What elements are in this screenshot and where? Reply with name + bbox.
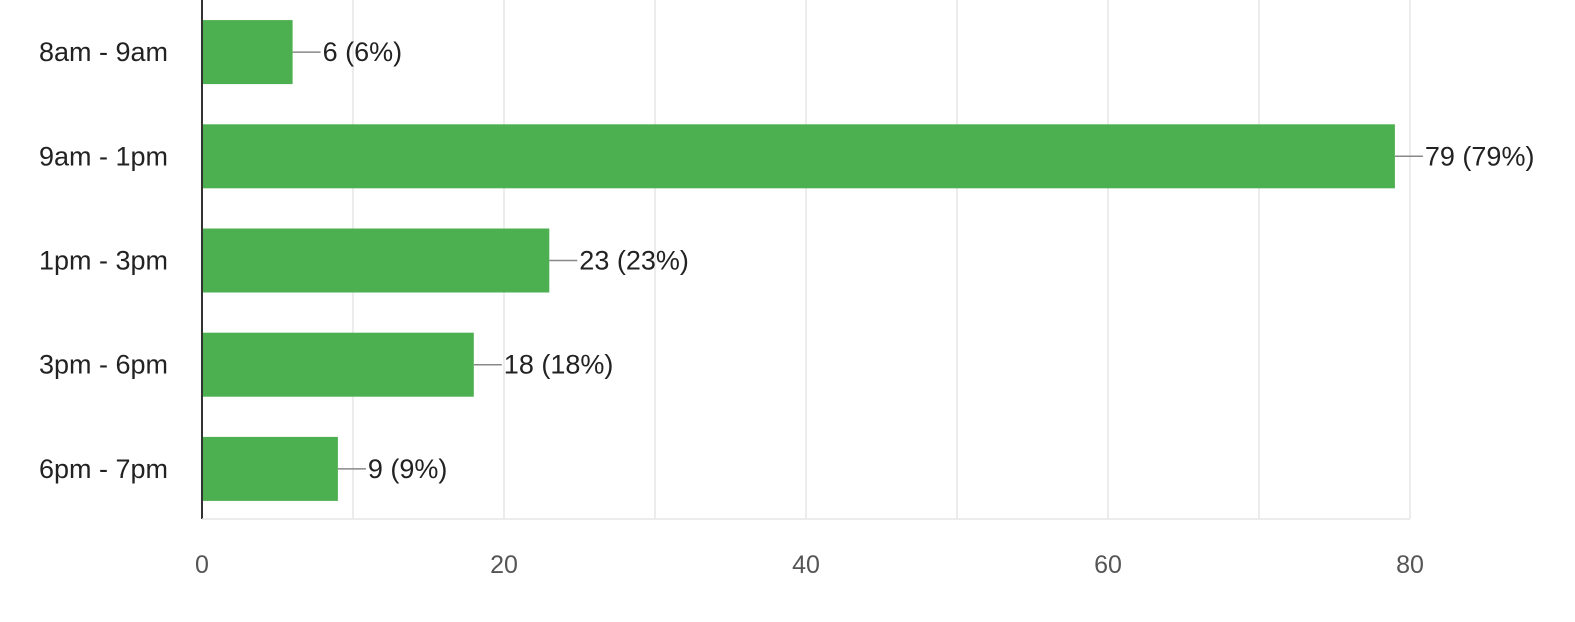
data-label-2: 23 (23%) bbox=[579, 246, 689, 276]
bar-0 bbox=[202, 20, 293, 85]
data-label-0: 6 (6%) bbox=[323, 37, 403, 67]
data-label-3: 18 (18%) bbox=[504, 350, 614, 380]
bar-3 bbox=[202, 332, 474, 397]
bars bbox=[202, 20, 1395, 501]
x-tick-label-0: 0 bbox=[195, 551, 209, 579]
labels: 6 (6%) 8am - 9am 79 (79%) 9am - 1pm 23 (23%)… bbox=[39, 37, 1535, 579]
bar-4 bbox=[202, 436, 338, 501]
data-label-4: 9 (9%) bbox=[368, 454, 448, 484]
x-tick-label-4: 80 bbox=[1396, 551, 1424, 579]
category-label-0: 8am - 9am bbox=[39, 37, 168, 67]
category-label-4: 6pm - 7pm bbox=[39, 454, 168, 484]
category-label-3: 3pm - 6pm bbox=[39, 350, 168, 380]
x-tick-label-2: 40 bbox=[792, 551, 820, 579]
x-tick-label-1: 20 bbox=[490, 551, 518, 579]
x-tick-label-3: 60 bbox=[1094, 551, 1122, 579]
bar-1 bbox=[202, 124, 1395, 189]
category-label-2: 1pm - 3pm bbox=[39, 246, 168, 276]
axes bbox=[201, 0, 1410, 520]
bar-2 bbox=[202, 228, 550, 293]
category-label-1: 9am - 1pm bbox=[39, 141, 168, 171]
data-label-1: 79 (79%) bbox=[1425, 141, 1535, 171]
gridlines bbox=[352, 0, 1411, 519]
